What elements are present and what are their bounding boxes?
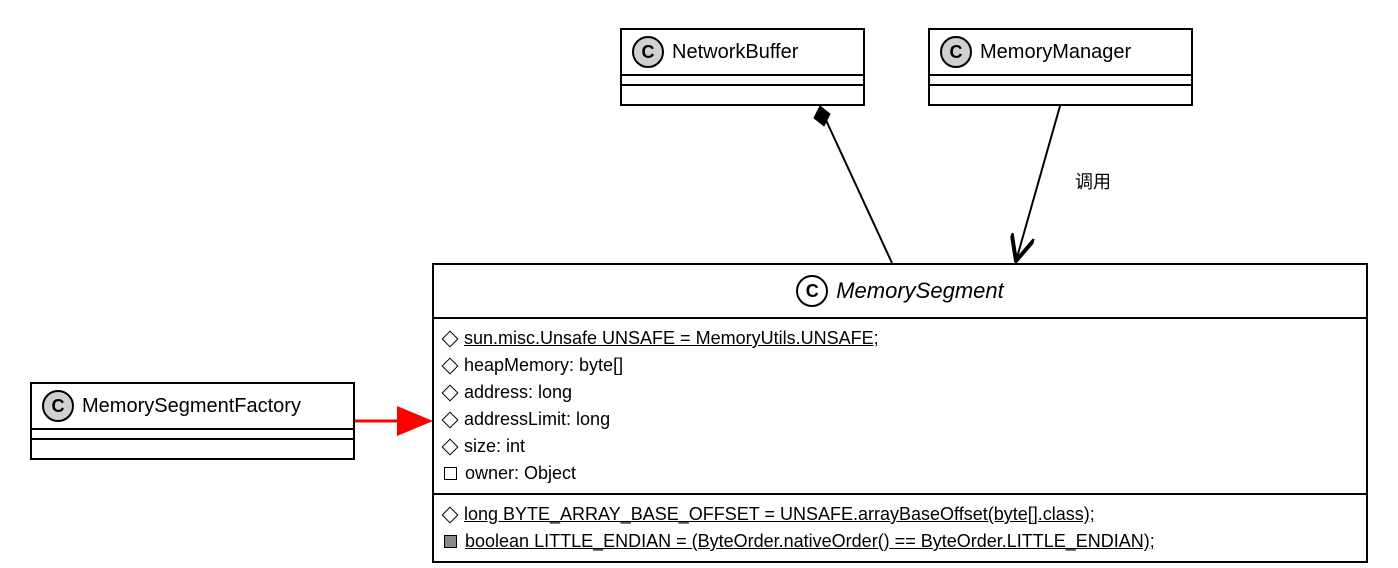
edge-networkbuffer-to-segment [814, 106, 892, 263]
visibility-diamond-icon [442, 330, 459, 347]
class-stereotype-icon: C [940, 36, 972, 68]
visibility-square-icon [444, 467, 457, 480]
visibility-diamond-icon [442, 506, 459, 523]
attribute-row: addressLimit: long [444, 406, 1356, 433]
class-memorysegment: C MemorySegment sun.misc.Unsafe UNSAFE =… [432, 263, 1368, 563]
attribute-row: heapMemory: byte[] [444, 352, 1356, 379]
class-stereotype-icon: C [796, 275, 828, 307]
class-name: NetworkBuffer [672, 41, 798, 64]
stereotype-letter: C [642, 42, 655, 63]
attribute-row: address: long [444, 379, 1356, 406]
class-name: MemorySegment [836, 278, 1004, 304]
visibility-diamond-icon [442, 357, 459, 374]
class-stereotype-icon: C [42, 390, 74, 422]
class-memorymanager: C MemoryManager [928, 28, 1193, 106]
attribute-text: heapMemory: byte[] [464, 352, 623, 379]
attributes-section: sun.misc.Unsafe UNSAFE = MemoryUtils.UNS… [434, 319, 1366, 495]
statics-section: long BYTE_ARRAY_BASE_OFFSET = UNSAFE.arr… [434, 495, 1366, 561]
class-networkbuffer: C NetworkBuffer [620, 28, 865, 106]
visibility-diamond-icon [442, 438, 459, 455]
attribute-text: boolean LITTLE_ENDIAN = (ByteOrder.nativ… [465, 528, 1155, 555]
attribute-text: addressLimit: long [464, 406, 610, 433]
attribute-text: sun.misc.Unsafe UNSAFE = MemoryUtils.UNS… [464, 325, 879, 352]
empty-attr-section [622, 76, 863, 86]
edge-label-call: 调用 [1075, 168, 1111, 194]
class-header: C MemoryManager [930, 30, 1191, 76]
attribute-row: size: int [444, 433, 1356, 460]
visibility-diamond-icon [442, 384, 459, 401]
empty-attr-section [930, 76, 1191, 86]
attribute-row: owner: Object [444, 460, 1356, 487]
empty-attr-section [32, 430, 353, 440]
edge-memorymanager-to-segment [1016, 106, 1060, 261]
class-name: MemoryManager [980, 41, 1131, 64]
class-header: C NetworkBuffer [622, 30, 863, 76]
stereotype-letter: C [950, 42, 963, 63]
visibility-diamond-icon [442, 411, 459, 428]
empty-op-section [622, 86, 863, 100]
class-name: MemorySegmentFactory [82, 395, 301, 418]
attribute-text: long BYTE_ARRAY_BASE_OFFSET = UNSAFE.arr… [464, 501, 1095, 528]
empty-op-section [930, 86, 1191, 100]
attribute-row: boolean LITTLE_ENDIAN = (ByteOrder.nativ… [444, 528, 1356, 555]
visibility-square-filled-icon [444, 535, 457, 548]
attribute-text: address: long [464, 379, 572, 406]
attribute-text: owner: Object [465, 460, 576, 487]
attribute-row: sun.misc.Unsafe UNSAFE = MemoryUtils.UNS… [444, 325, 1356, 352]
class-memorysegmentfactory: C MemorySegmentFactory [30, 382, 355, 460]
attribute-row: long BYTE_ARRAY_BASE_OFFSET = UNSAFE.arr… [444, 501, 1356, 528]
stereotype-letter: C [806, 281, 819, 302]
class-stereotype-icon: C [632, 36, 664, 68]
attribute-text: size: int [464, 433, 525, 460]
empty-op-section [32, 440, 353, 454]
class-header: C MemorySegmentFactory [32, 384, 353, 430]
stereotype-letter: C [52, 396, 65, 417]
class-header: C MemorySegment [434, 265, 1366, 319]
